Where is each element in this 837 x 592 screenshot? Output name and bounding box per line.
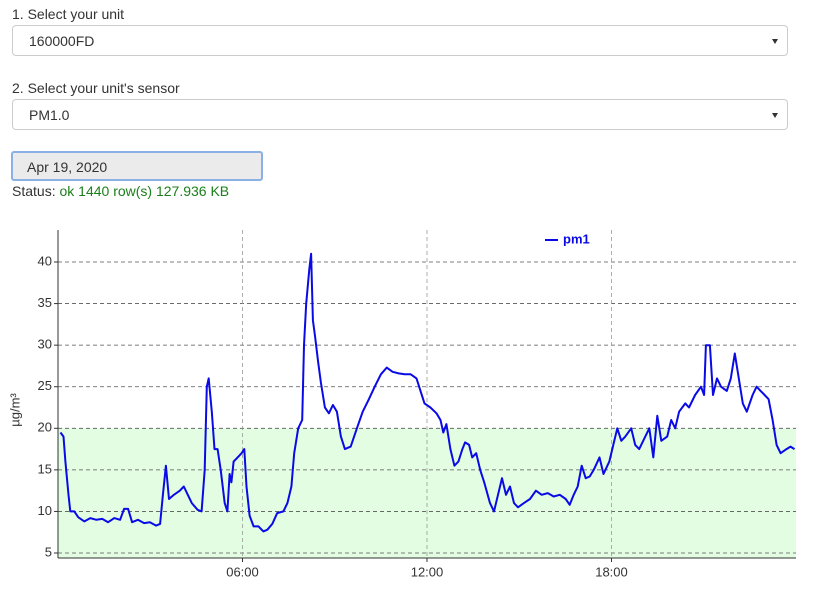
unit-label: 1. Select your unit	[12, 6, 125, 22]
status-value: ok 1440 row(s) 127.936 KB	[59, 183, 230, 199]
dropdown-arrow	[772, 113, 778, 118]
x-tick-label: 18:00	[595, 564, 628, 579]
y-tick-label: 10	[38, 503, 52, 518]
y-tick-label: 15	[38, 461, 52, 476]
date-value: Apr 19, 2020	[27, 159, 108, 175]
y-tick-label: 5	[45, 544, 52, 559]
legend-label: pm1	[563, 231, 590, 246]
x-tick-label: 12:00	[411, 564, 444, 579]
x-tick-label: 06:00	[226, 564, 259, 579]
y-tick-label: 35	[38, 295, 52, 310]
y-tick-label: 20	[38, 420, 52, 435]
unit-select[interactable]: 160000FD	[12, 25, 788, 56]
sensor-value: PM1.0	[29, 107, 70, 123]
status-label: Status:	[12, 183, 56, 199]
y-axis-label: µg/m³	[7, 393, 22, 427]
y-tick-label: 30	[38, 337, 52, 352]
sensor-select[interactable]: PM1.0	[12, 99, 788, 130]
status: Status: ok 1440 row(s) 127.936 KB	[12, 183, 229, 199]
sensor-label: 2. Select your unit's sensor	[12, 80, 180, 96]
y-tick-label: 40	[38, 253, 52, 268]
date-input[interactable]: Apr 19, 2020	[11, 151, 263, 181]
unit-value: 160000FD	[29, 33, 95, 49]
y-tick-label: 25	[38, 378, 52, 393]
series-line	[59, 252, 796, 533]
dropdown-arrow	[772, 39, 778, 44]
